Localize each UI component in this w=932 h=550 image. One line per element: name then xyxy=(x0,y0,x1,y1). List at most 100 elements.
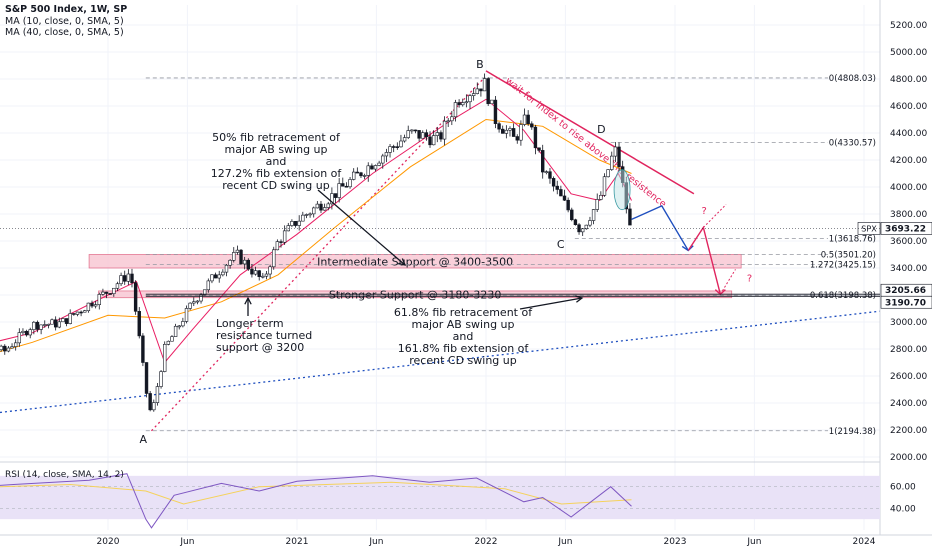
candle-body xyxy=(559,189,563,197)
ma-fast-legend[interactable]: MA (10, close, 0, SMA, 5) xyxy=(5,16,124,27)
candle-body xyxy=(61,318,65,323)
candle-body xyxy=(28,329,32,336)
candle-body xyxy=(315,203,320,209)
candle-body xyxy=(173,325,178,337)
candle-body xyxy=(555,185,559,190)
candle-body xyxy=(199,294,203,302)
x-tick-label: 2024 xyxy=(853,537,876,547)
candle-body xyxy=(606,169,610,178)
candle-body xyxy=(421,132,425,139)
candle-body xyxy=(402,137,407,142)
candle-body xyxy=(580,228,585,233)
candle-body xyxy=(562,195,567,201)
x-tick-label: 2020 xyxy=(97,537,120,547)
arrow-fib618-head xyxy=(575,295,584,303)
y-tick-label: 5000.00 xyxy=(890,48,927,58)
candle-body xyxy=(446,120,450,123)
ma-slow-legend[interactable]: MA (40, close, 0, SMA, 5) xyxy=(5,27,124,38)
time-axis: 2020 Jun 2021 Jun 2022 Jun 2023 Jun 2024 xyxy=(0,534,932,547)
price-tag-box xyxy=(880,222,932,235)
x-tick-label: Jun xyxy=(557,537,572,547)
candle-body xyxy=(123,275,127,282)
candle-body xyxy=(293,221,298,226)
rsi-tick-label: 60.00 xyxy=(890,483,916,493)
candle-body xyxy=(508,128,512,131)
y-tick-label: 2000.00 xyxy=(890,453,927,463)
candle-body xyxy=(155,386,160,403)
rsi-line xyxy=(0,473,632,529)
candle-body xyxy=(526,114,530,125)
candle-body xyxy=(435,132,439,136)
candle-body xyxy=(475,88,479,94)
candle-body xyxy=(519,124,523,141)
candle-body xyxy=(319,203,323,211)
annotation-longer-term: Longer term resistance turned support @ … xyxy=(216,318,326,354)
arrow-longer-term-head xyxy=(244,296,252,305)
ma-slow-line xyxy=(0,118,632,353)
pivot-label-d: D xyxy=(597,123,605,136)
y-tick-label: 2400.00 xyxy=(890,399,927,409)
fib-label: 0.5(3501.20) xyxy=(821,250,876,260)
candle-body xyxy=(86,302,91,312)
candle-body xyxy=(522,114,527,125)
candle-body xyxy=(101,291,105,295)
candle-body xyxy=(413,129,418,132)
rsi-pane: 40.00 60.00 RSI (14, close, SMA, 14, 2) xyxy=(0,461,916,529)
candle-body xyxy=(126,273,131,282)
y-tick-label: 2200.00 xyxy=(890,426,927,436)
x-tick-label: Jun xyxy=(179,537,194,547)
candle-body xyxy=(304,214,309,216)
candle-body xyxy=(202,289,207,296)
candle-body xyxy=(471,93,476,96)
candle-body xyxy=(486,78,490,105)
candle-body xyxy=(213,274,218,279)
candle-body xyxy=(141,335,145,363)
candle-body xyxy=(275,241,280,251)
trend-lines: wait for index to rise above this resist… xyxy=(0,70,881,432)
candle-body xyxy=(75,311,80,315)
projection-blue xyxy=(631,205,689,251)
price-axis: 2000.00 2200.00 2400.00 2600.00 2800.00 3000.… xyxy=(0,0,932,535)
candle-body xyxy=(35,321,40,330)
candle-body xyxy=(384,152,389,157)
projection-arrows: ?? xyxy=(613,169,752,296)
candle-body xyxy=(431,135,436,146)
candle-body xyxy=(359,172,363,177)
candle-body xyxy=(272,249,276,268)
candle-body xyxy=(468,95,472,103)
candle-body xyxy=(253,270,258,275)
rsi-sma-line xyxy=(0,481,632,505)
candle-body xyxy=(210,274,214,282)
candle-body xyxy=(395,146,400,148)
candle-body xyxy=(97,294,101,305)
candle-body xyxy=(297,220,301,226)
candle-body xyxy=(115,283,120,289)
candle-body xyxy=(221,271,225,276)
x-tick-label: 2021 xyxy=(286,537,309,547)
candle-body xyxy=(479,88,483,92)
candle-body xyxy=(39,324,43,330)
candle-body xyxy=(112,287,116,294)
candle-body xyxy=(64,318,69,324)
y-tick-label: 4200.00 xyxy=(890,156,927,166)
candle-body xyxy=(497,123,501,130)
candle-body xyxy=(93,304,98,307)
candle-body xyxy=(137,311,141,337)
candle-body xyxy=(46,323,51,326)
candle-body xyxy=(610,155,614,170)
candle-body xyxy=(355,171,360,174)
candle-body xyxy=(584,224,589,230)
candle-body xyxy=(391,146,396,148)
candle-body xyxy=(301,214,305,222)
resistance-line xyxy=(485,70,695,195)
candle-body xyxy=(239,249,243,265)
annotation-fib618-line2: major AB swing up xyxy=(411,318,515,331)
candle-body xyxy=(540,150,545,173)
candle-body xyxy=(573,219,578,226)
candle-body xyxy=(13,342,18,347)
candle-body xyxy=(224,264,229,273)
price-tag-value: 3693.22 xyxy=(885,224,926,234)
candle-body xyxy=(457,102,461,106)
candle-body xyxy=(228,260,232,266)
candle-body xyxy=(595,199,599,210)
